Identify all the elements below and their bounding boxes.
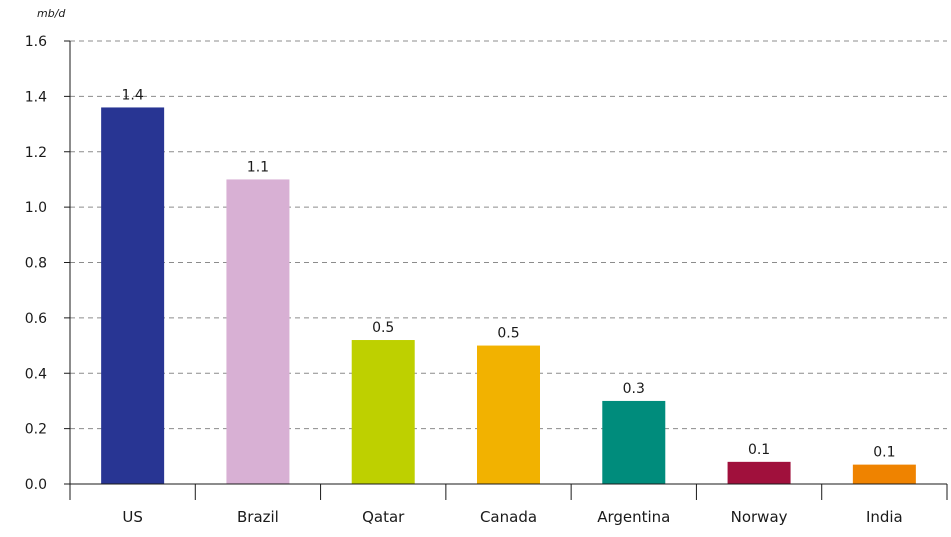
y-tick-label: 1.4 [25, 89, 47, 105]
axes [69, 41, 948, 500]
category-labels: US Brazil Qatar Canada Argentina Norway India [122, 508, 902, 526]
category-label-brazil: Brazil [237, 508, 279, 526]
data-label-brazil: 1.1 [247, 159, 269, 175]
y-axis-unit-label: mb/d [37, 7, 66, 20]
data-label-us: 1.4 [122, 87, 144, 103]
y-tick-label: 0.6 [25, 311, 47, 327]
y-tick-label: 0.8 [25, 256, 47, 272]
y-tick-label: 0.2 [25, 422, 47, 438]
category-label-canada: Canada [480, 508, 537, 526]
y-tick-label: 1.2 [25, 145, 47, 161]
data-label-qatar: 0.5 [372, 320, 394, 336]
data-label-canada: 0.5 [497, 326, 519, 342]
category-label-norway: Norway [731, 508, 788, 526]
category-label-qatar: Qatar [362, 508, 405, 526]
category-label-argentina: Argentina [597, 508, 670, 526]
y-tick-label: 1.6 [25, 34, 47, 50]
bar-us [101, 107, 165, 484]
y-axis-ticks: 0.0 0.2 0.4 0.6 0.8 1.0 1.2 1.4 1.6 [25, 34, 70, 493]
y-tick-label: 1.0 [25, 200, 47, 216]
bar-canada [477, 345, 540, 484]
y-tick-label: 0.0 [25, 477, 47, 493]
data-labels: 1.4 1.1 0.5 0.5 0.3 0.1 0.1 [122, 87, 896, 460]
data-label-norway: 0.1 [748, 442, 770, 458]
bar-india [852, 464, 916, 484]
category-label-india: India [866, 508, 903, 526]
data-label-argentina: 0.3 [623, 381, 645, 397]
bar-brazil [226, 179, 290, 484]
bars [101, 107, 916, 484]
y-tick-label: 0.4 [25, 366, 47, 382]
bar-norway [727, 461, 791, 484]
data-label-india: 0.1 [873, 445, 895, 461]
category-label-us: US [122, 508, 143, 526]
grid-lines [70, 40, 947, 430]
bar-qatar [351, 340, 415, 484]
bar-argentina [602, 400, 666, 484]
